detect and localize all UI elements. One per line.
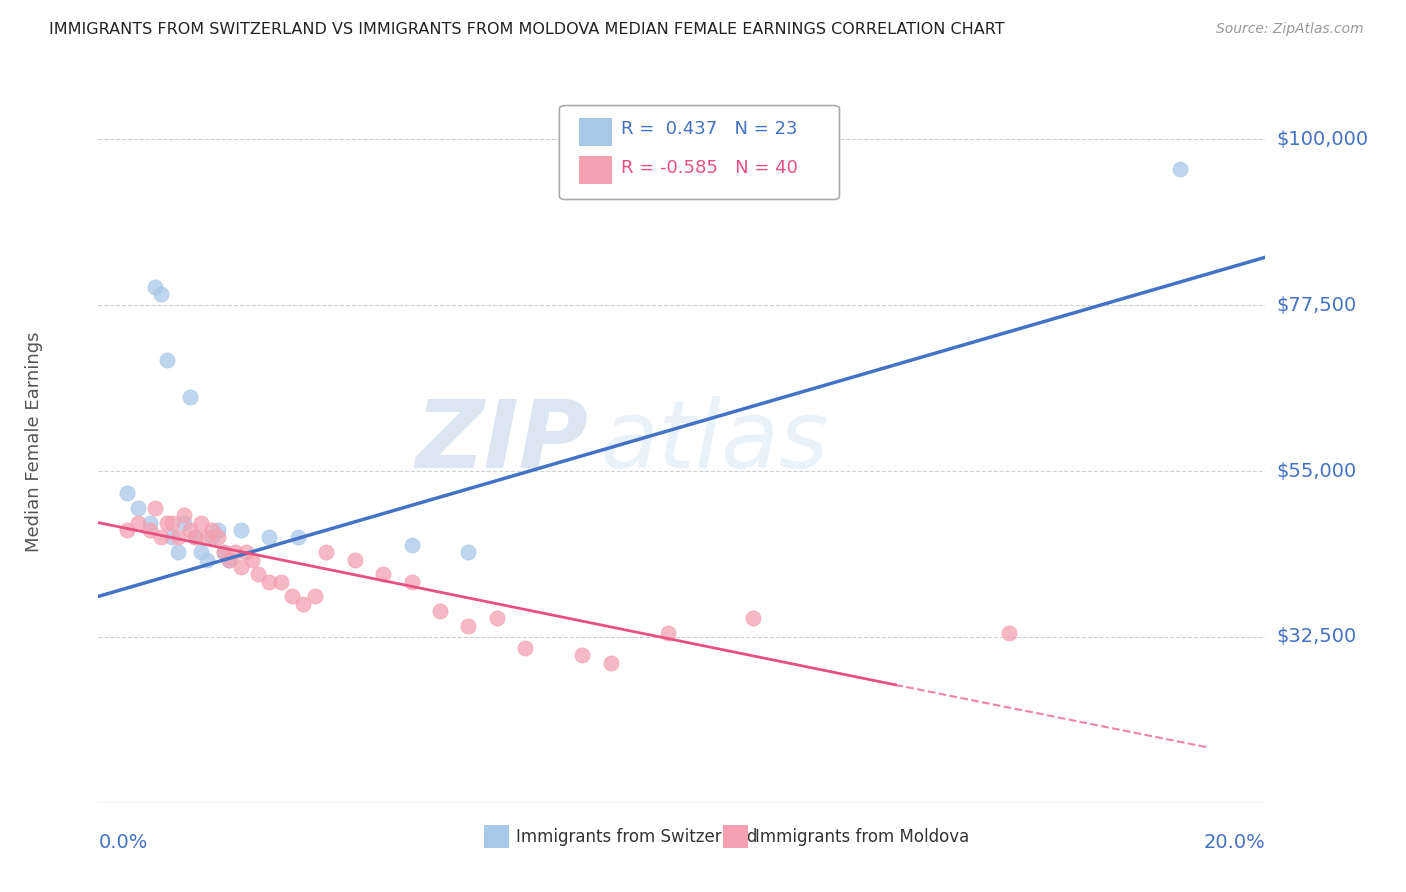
Point <box>173 516 195 530</box>
Text: $55,000: $55,000 <box>1277 461 1357 481</box>
Point <box>190 545 212 559</box>
Text: R = -0.585   N = 40: R = -0.585 N = 40 <box>621 159 799 178</box>
Text: Median Female Earnings: Median Female Earnings <box>25 331 44 552</box>
FancyBboxPatch shape <box>560 105 839 200</box>
Point <box>457 545 479 559</box>
Text: Immigrants from Moldova: Immigrants from Moldova <box>755 829 970 847</box>
Point <box>257 574 280 589</box>
Point <box>218 552 240 566</box>
Point <box>184 530 207 544</box>
Point <box>270 574 292 589</box>
Point <box>224 545 246 559</box>
Point <box>179 523 201 537</box>
Text: $100,000: $100,000 <box>1277 129 1368 149</box>
Point <box>304 590 326 604</box>
Point <box>167 545 190 559</box>
Point <box>257 530 280 544</box>
Point <box>485 611 508 625</box>
Point <box>179 390 201 404</box>
Point <box>218 552 240 566</box>
Point <box>156 516 179 530</box>
Text: Source: ZipAtlas.com: Source: ZipAtlas.com <box>1216 22 1364 37</box>
Point <box>229 523 252 537</box>
Point <box>138 516 160 530</box>
Point <box>212 545 235 559</box>
FancyBboxPatch shape <box>579 118 612 145</box>
Point <box>240 552 263 566</box>
Point <box>429 604 451 618</box>
Point <box>246 567 269 582</box>
Text: $32,500: $32,500 <box>1277 627 1357 647</box>
Point <box>173 508 195 523</box>
Point <box>207 530 229 544</box>
Point <box>292 597 315 611</box>
Text: $77,500: $77,500 <box>1277 295 1357 315</box>
Point <box>599 656 621 670</box>
FancyBboxPatch shape <box>484 825 509 848</box>
Point <box>571 648 593 663</box>
Point <box>138 523 160 537</box>
FancyBboxPatch shape <box>579 156 612 184</box>
Point <box>315 545 337 559</box>
Text: ZIP: ZIP <box>416 395 589 488</box>
Point <box>343 552 366 566</box>
Point <box>401 538 423 552</box>
Text: 0.0%: 0.0% <box>98 833 148 853</box>
Point <box>742 611 765 625</box>
Point <box>281 590 304 604</box>
Point <box>195 552 218 566</box>
Point <box>201 523 224 537</box>
Text: Immigrants from Switzerland: Immigrants from Switzerland <box>516 829 758 847</box>
Point <box>657 626 679 640</box>
Text: R =  0.437   N = 23: R = 0.437 N = 23 <box>621 120 797 138</box>
Point <box>162 516 184 530</box>
Point <box>515 640 537 655</box>
Point <box>1168 161 1191 176</box>
Point <box>167 530 190 544</box>
Point <box>115 486 138 500</box>
Point <box>998 626 1021 640</box>
FancyBboxPatch shape <box>723 825 748 848</box>
Point <box>115 523 138 537</box>
Point <box>371 567 394 582</box>
Point <box>212 545 235 559</box>
Point <box>207 523 229 537</box>
Point <box>156 353 179 368</box>
Point <box>162 530 184 544</box>
Point <box>201 530 224 544</box>
Text: 20.0%: 20.0% <box>1204 833 1265 853</box>
Text: IMMIGRANTS FROM SWITZERLAND VS IMMIGRANTS FROM MOLDOVA MEDIAN FEMALE EARNINGS CO: IMMIGRANTS FROM SWITZERLAND VS IMMIGRANT… <box>49 22 1005 37</box>
Point <box>287 530 309 544</box>
Point <box>127 500 149 515</box>
Point <box>150 287 173 301</box>
Point <box>195 530 218 544</box>
Point <box>229 560 252 574</box>
Point <box>143 500 166 515</box>
Point <box>235 545 257 559</box>
Point <box>457 619 479 633</box>
Point <box>143 279 166 293</box>
Text: atlas: atlas <box>600 396 828 487</box>
Point <box>150 530 173 544</box>
Point <box>190 516 212 530</box>
Point <box>401 574 423 589</box>
Point <box>184 530 207 544</box>
Point <box>127 516 149 530</box>
